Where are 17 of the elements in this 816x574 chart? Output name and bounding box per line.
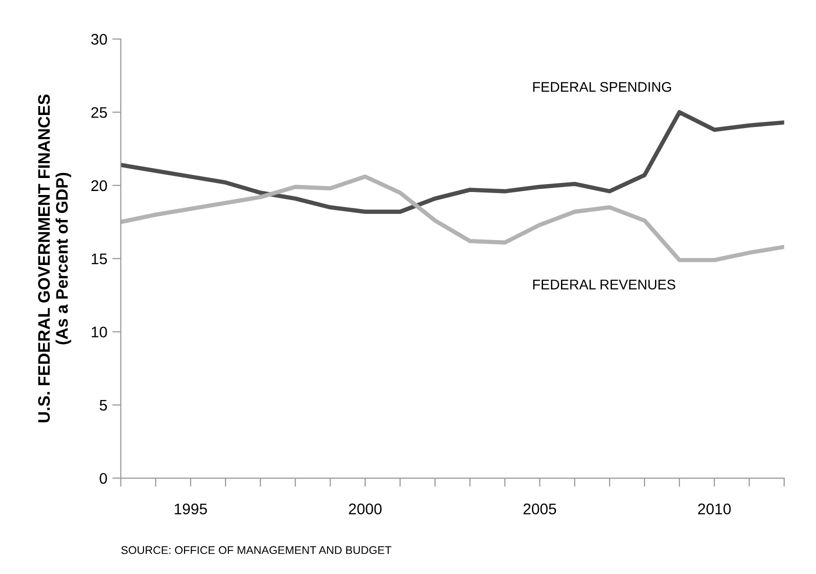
y-tick-label: 5: [100, 400, 107, 411]
y-tick-label: 25: [91, 107, 107, 118]
line-series: [120, 110, 784, 214]
y-tick-label: 10: [92, 326, 107, 338]
line-series: [120, 174, 784, 262]
y-tick-label: 15: [92, 254, 107, 264]
y-tick-label: 20: [91, 180, 107, 192]
x-tick-label: 2010: [698, 504, 731, 514]
series-label: FEDERAL SPENDING: [533, 82, 671, 92]
source-note: SOURCE: OFFICE OF MANAGEMENT AND BUDGET: [121, 546, 392, 554]
y-tick-label: 30: [91, 34, 107, 45]
x-tick-label: 2005: [524, 504, 556, 514]
x-tick-label: 1995: [174, 504, 207, 514]
series-label: FEDERAL REVENUES: [533, 280, 676, 290]
y-axis-title: U.S. FEDERAL GOVERNMENT FINANCES (As a Percent of GDP): [38, 94, 72, 422]
x-tick-label: 2000: [348, 504, 382, 514]
y-tick-label: 0: [100, 473, 107, 484]
